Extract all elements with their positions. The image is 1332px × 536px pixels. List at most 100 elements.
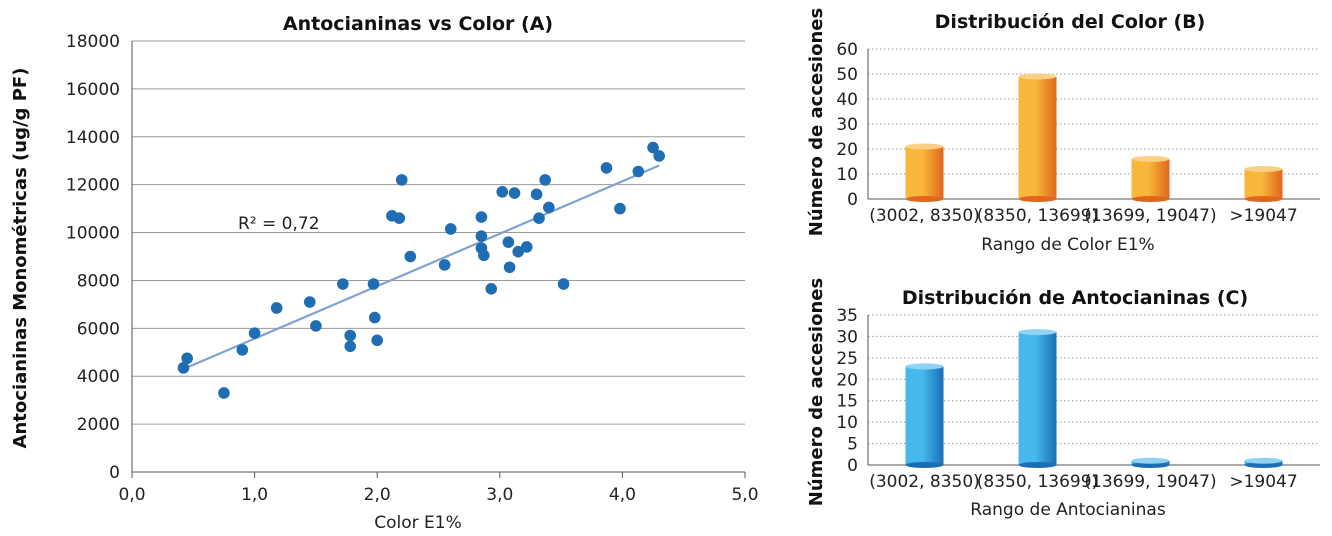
chart-b-ylabel: Número de accesiones	[806, 8, 827, 236]
chart-b-bar-top	[905, 143, 944, 150]
chart-c-y-tick-label: 10	[836, 413, 858, 433]
chart-c-bar-top	[905, 363, 944, 370]
chart-a-x-tick-label: 3,0	[486, 485, 513, 505]
chart-a-y-tick-label: 14000	[66, 128, 120, 148]
chart-c-y-tick-label: 35	[836, 306, 858, 326]
chart-a-y-tick-label: 0	[109, 463, 120, 483]
chart-c-bar-base	[1018, 462, 1057, 468]
chart-a-r2-annotation: R² = 0,72	[238, 214, 320, 234]
chart-b-xlabel: Rango de Color E1%	[981, 235, 1154, 255]
chart-b: Distribución del Color (B) Número de acc…	[806, 8, 1320, 255]
chart-c-bar-top	[1131, 457, 1170, 464]
chart-c-x-tick-label: (8350, 13699)	[977, 472, 1098, 492]
chart-a-x-tick-label: 5,0	[731, 485, 758, 505]
chart-a-trendline	[183, 164, 660, 371]
chart-a-point	[393, 212, 406, 224]
chart-a-title: Antocianinas vs Color (A)	[283, 13, 553, 35]
chart-b-bars	[905, 73, 1283, 202]
chart-a-y-tick-label: 4000	[77, 367, 120, 387]
chart-c-x-tick-label: (3002, 8350)	[869, 472, 980, 492]
chart-b-y-tick-label: 50	[836, 65, 858, 85]
chart-b-bar-base	[1018, 196, 1057, 202]
chart-a-x-tick-label: 2,0	[364, 485, 391, 505]
chart-a-point	[310, 320, 322, 332]
chart-a-point	[404, 250, 417, 263]
chart-b-x-ticks: (3002, 8350)(8350, 13699)(13699, 19047) >…	[869, 206, 1297, 226]
chart-a-points	[177, 141, 665, 399]
chart-b-bar	[905, 146, 944, 199]
chart-a-point	[478, 249, 490, 262]
chart-a-point	[502, 236, 515, 248]
chart-a-x-tick-label: 1,0	[241, 485, 268, 505]
chart-c-bars	[905, 329, 1283, 468]
chart-a-trendline-group	[183, 164, 660, 371]
chart-c-bar	[1018, 332, 1057, 465]
chart-a-x-ticks: 0,0 1,0 2,0 3,0 4,0 5,0	[118, 472, 759, 505]
chart-c-bar-top	[1018, 329, 1057, 336]
chart-b-y-ticks: 0 10 20 30 40 50 60	[836, 40, 858, 210]
chart-c-x-tick-label: >19047	[1229, 472, 1297, 492]
chart-a-point	[444, 223, 457, 235]
chart-a-point	[543, 201, 555, 214]
chart-a-point	[344, 340, 357, 353]
chart-a-point	[557, 278, 570, 290]
chart-b-bar-top	[1131, 156, 1170, 162]
chart-a-y-tick-label: 10000	[66, 224, 120, 244]
chart-b-x-tick-label: (3002, 8350)	[869, 206, 980, 226]
chart-c-x-tick-label: (13699, 19047)	[1084, 472, 1216, 492]
chart-a-y-tick-label: 16000	[66, 80, 120, 100]
chart-a-y-ticks: 0 2000 4000 6000 8000 10000 12000 14000 16000 180…	[66, 32, 120, 483]
chart-a-y-tick-label: 18000	[66, 32, 120, 52]
chart-b-bar-base	[1244, 196, 1283, 202]
chart-a-point	[475, 230, 488, 242]
chart-b-y-tick-label: 40	[836, 90, 858, 110]
chart-a-point	[218, 387, 230, 399]
chart-a-point	[503, 261, 516, 274]
chart-b-bar-top	[1018, 73, 1057, 80]
chart-b-x-tick-label: >19047	[1229, 206, 1297, 226]
chart-a-point	[508, 187, 521, 199]
chart-b-bar-base	[905, 196, 944, 202]
chart-a-point	[600, 162, 613, 174]
chart-c-bar-base	[1131, 462, 1170, 468]
chart-a-point	[647, 141, 659, 154]
chart-a-point	[614, 202, 626, 215]
chart-a-x-tick-label: 4,0	[609, 485, 636, 505]
chart-c-ylabel: Número de accesiones	[806, 278, 827, 506]
chart-a-y-tick-label: 6000	[77, 319, 120, 339]
chart-b-y-tick-label: 30	[836, 115, 858, 135]
chart-b-bar-top	[1244, 166, 1283, 172]
chart-a-point	[248, 327, 261, 339]
chart-a-point	[539, 174, 551, 186]
chart-c-x-ticks: (3002, 8350)(8350, 13699)(13699, 19047) >…	[869, 472, 1297, 492]
chart-c-title: Distribución de Antocianinas (C)	[902, 287, 1248, 309]
chart-a-point	[438, 259, 451, 271]
chart-c-bar-top	[1244, 457, 1283, 464]
chart-b-bar	[1131, 159, 1170, 199]
chart-a-point	[395, 174, 408, 186]
chart-a-point	[177, 362, 190, 374]
chart-a-point	[344, 329, 357, 342]
chart-c: Distribución de Antocianinas (C) Número …	[806, 278, 1320, 520]
chart-b-title: Distribución del Color (B)	[935, 11, 1206, 33]
chart-a: Antocianinas vs Color (A) Antocianinas M…	[10, 13, 759, 533]
chart-a-y-tick-label: 2000	[77, 415, 120, 435]
chart-a-point	[520, 241, 533, 253]
chart-a-point	[371, 334, 384, 347]
chart-b-x-tick-label: (13699, 19047)	[1084, 206, 1216, 226]
chart-a-point	[475, 211, 488, 223]
chart-a-point	[632, 165, 645, 178]
chart-a-gridlines	[131, 40, 745, 473]
chart-b-y-tick-label: 20	[836, 140, 858, 160]
chart-c-y-tick-label: 5	[847, 435, 858, 455]
chart-a-point	[270, 302, 283, 314]
chart-a-x-tick-label: 0,0	[118, 485, 145, 505]
chart-c-bar	[905, 366, 944, 465]
chart-a-point	[368, 311, 381, 324]
chart-c-bar-base	[1244, 462, 1283, 468]
chart-b-bar-base	[1131, 196, 1170, 202]
chart-a-point	[530, 188, 543, 201]
chart-a-point	[485, 283, 498, 295]
chart-b-bar	[1018, 76, 1057, 199]
